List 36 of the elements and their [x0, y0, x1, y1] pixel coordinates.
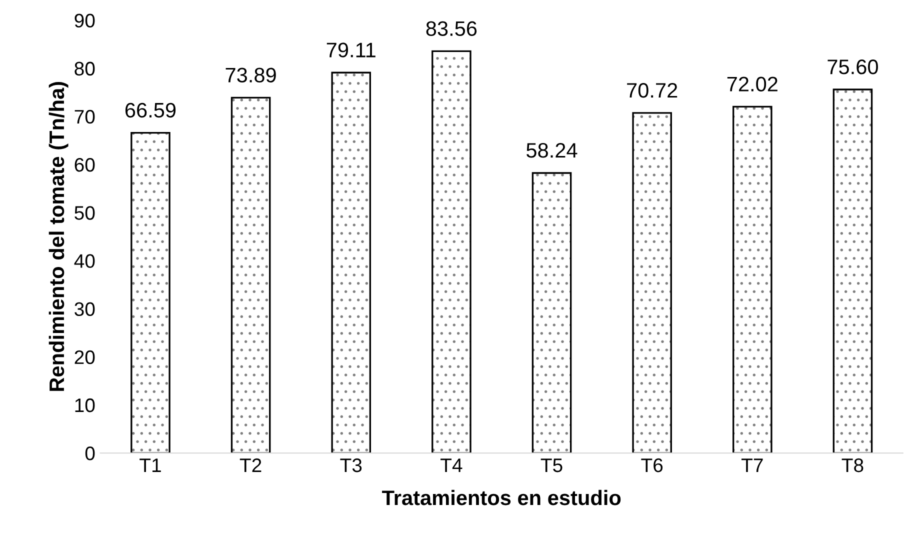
x-tick-label: T6 [641, 458, 663, 472]
x-tick-label: T8 [842, 458, 864, 472]
x-tick-label: T5 [540, 458, 562, 472]
bar [331, 72, 372, 454]
y-tick-label: 30 [74, 302, 95, 316]
bar [732, 106, 772, 454]
bar [432, 50, 472, 454]
data-label: 75.60 [828, 60, 878, 74]
data-label: 73.89 [226, 68, 276, 82]
x-tick-label: T3 [340, 458, 362, 472]
y-tick-label: 40 [74, 254, 95, 268]
y-tick-label: 20 [74, 350, 95, 364]
y-tick-label: 50 [74, 206, 95, 220]
x-tick-label: T4 [440, 458, 462, 472]
data-label: 79.11 [326, 42, 376, 58]
data-label: 70.72 [627, 82, 678, 98]
bar [832, 88, 873, 454]
y-tick-label: 90 [74, 14, 95, 28]
bar [230, 96, 271, 454]
data-label: 58.24 [526, 143, 578, 158]
bar [632, 112, 672, 454]
y-tick-label: 0 [85, 446, 95, 460]
x-tick-label: T1 [140, 458, 161, 472]
data-label: 83.56 [426, 21, 477, 36]
y-tick-label: 80 [74, 62, 95, 76]
y-tick-label: 70 [74, 110, 95, 124]
data-label: 66.59 [125, 102, 176, 118]
y-tick-label: 60 [74, 158, 95, 172]
x-tick-label: T7 [741, 458, 763, 472]
y-axis-title: Rendimiento del tomate (Tn/ha) [48, 82, 68, 391]
y-tick-label: 10 [75, 398, 95, 412]
bar [532, 172, 572, 454]
bar [130, 132, 170, 454]
x-axis-title: Tratamientos en estudio [382, 490, 621, 506]
data-label: 72.02 [727, 76, 778, 92]
x-tick-label: T2 [240, 458, 262, 472]
